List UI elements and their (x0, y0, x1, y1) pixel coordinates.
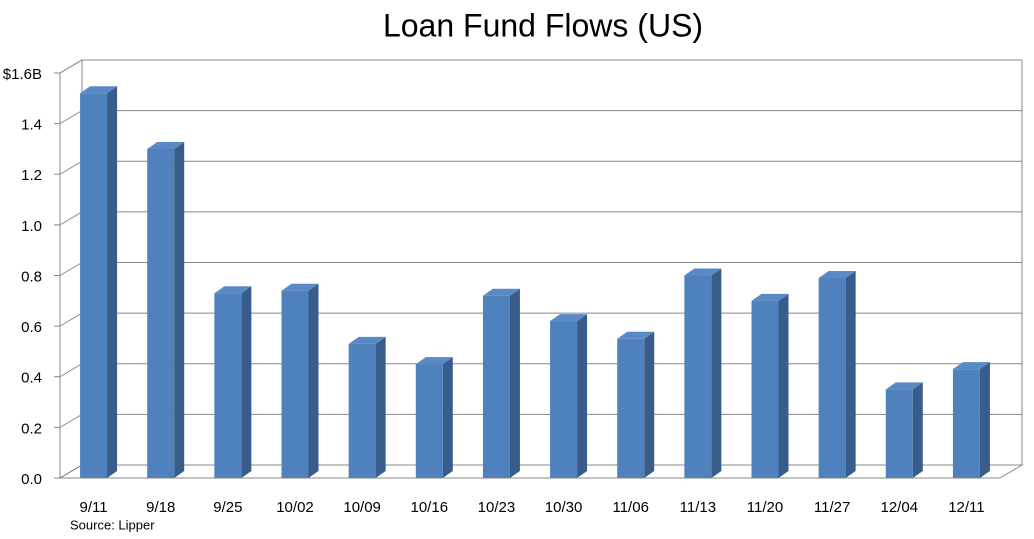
y-tick-label: 1.0 (21, 218, 42, 235)
bar-top (617, 331, 655, 339)
bar-front (818, 278, 846, 478)
bar-side (308, 283, 319, 478)
bar (952, 362, 990, 478)
bar-top (818, 271, 856, 279)
bar-side (778, 293, 789, 478)
x-tick-label: 12/11 (948, 499, 984, 516)
bar-front (348, 343, 376, 478)
bar (684, 268, 722, 478)
bar-top (482, 288, 520, 296)
source-note: Source: Lipper (70, 517, 155, 532)
bar (818, 271, 856, 478)
y-tick-label: 0.2 (21, 420, 42, 437)
bar-side (577, 314, 588, 478)
y-tick-label: 0.6 (21, 319, 42, 336)
bar-side (241, 286, 252, 478)
x-tick-label: 11/13 (680, 499, 716, 516)
bar-side (644, 331, 655, 478)
bar-side (375, 336, 386, 478)
grid-line (59, 413, 1022, 428)
bar-top (885, 382, 923, 390)
bar-side (912, 382, 923, 478)
bar-front (885, 389, 913, 478)
bar-front (751, 300, 779, 478)
bar-front (214, 293, 242, 478)
x-tick-label: 12/04 (881, 499, 919, 516)
x-tick-label: 10/02 (276, 499, 314, 516)
bar (482, 288, 520, 478)
bar (617, 331, 655, 478)
grid-line (59, 363, 1022, 378)
bar-side (979, 362, 990, 478)
x-tick-label: 10/09 (343, 499, 381, 516)
y-tick-label: $1.6B (3, 66, 42, 83)
y-tick-label: 1.4 (21, 117, 42, 134)
bar-top (952, 362, 990, 370)
x-tick-label: 9/11 (80, 499, 108, 516)
bar-top (550, 314, 588, 322)
x-tick-label: 10/30 (545, 499, 583, 516)
chart-title: Loan Fund Flows (US) (383, 7, 703, 43)
x-tick-label: 11/20 (747, 499, 783, 516)
bar-side (845, 271, 856, 478)
bar (885, 382, 923, 478)
bar-top (80, 86, 118, 94)
bar-top (751, 293, 789, 301)
bar-front (147, 148, 175, 478)
bar (550, 314, 588, 478)
x-tick-label: 9/25 (213, 499, 242, 516)
bar-side (107, 86, 118, 478)
bar-side (509, 288, 520, 478)
y-tick-label: 0.0 (21, 471, 42, 488)
bar (751, 293, 789, 478)
bar-front (482, 295, 510, 478)
floor (58, 464, 1024, 479)
x-tick-label: 11/27 (814, 499, 850, 516)
grid-line (59, 160, 1022, 175)
bar-front (684, 275, 712, 478)
bar-front (617, 338, 645, 478)
bar-top (415, 357, 453, 365)
bar (147, 141, 185, 478)
bar-front (550, 321, 578, 478)
bar-side (442, 357, 453, 478)
bar (415, 357, 453, 478)
x-tick-label: 10/23 (478, 499, 516, 516)
grid-line (59, 312, 1022, 327)
bar-side (174, 141, 185, 478)
y-tick-label: 1.2 (21, 167, 42, 184)
bar-side (711, 268, 722, 478)
bar-top (684, 268, 722, 276)
y-tick-label: 0.4 (21, 370, 42, 387)
bar-front (952, 369, 980, 478)
grid-line (59, 59, 1022, 74)
bar-front (80, 93, 108, 478)
bar-front (415, 364, 443, 478)
y-tick-label: 0.8 (21, 268, 42, 285)
bar-front (281, 290, 309, 478)
bar-top (147, 141, 185, 149)
grid-line (59, 110, 1022, 125)
x-tick-label: 9/18 (146, 499, 175, 516)
x-tick-label: 10/16 (411, 499, 449, 516)
grid-line (59, 211, 1022, 226)
grid-line (59, 262, 1022, 276)
grid-line (59, 464, 1022, 479)
bar (214, 286, 252, 478)
bar-top (214, 286, 252, 294)
bar (348, 336, 386, 478)
x-tick-label: 11/06 (612, 499, 648, 516)
bar-top (281, 283, 319, 291)
bar (281, 283, 319, 478)
bar (80, 86, 118, 478)
bar-top (348, 336, 386, 344)
